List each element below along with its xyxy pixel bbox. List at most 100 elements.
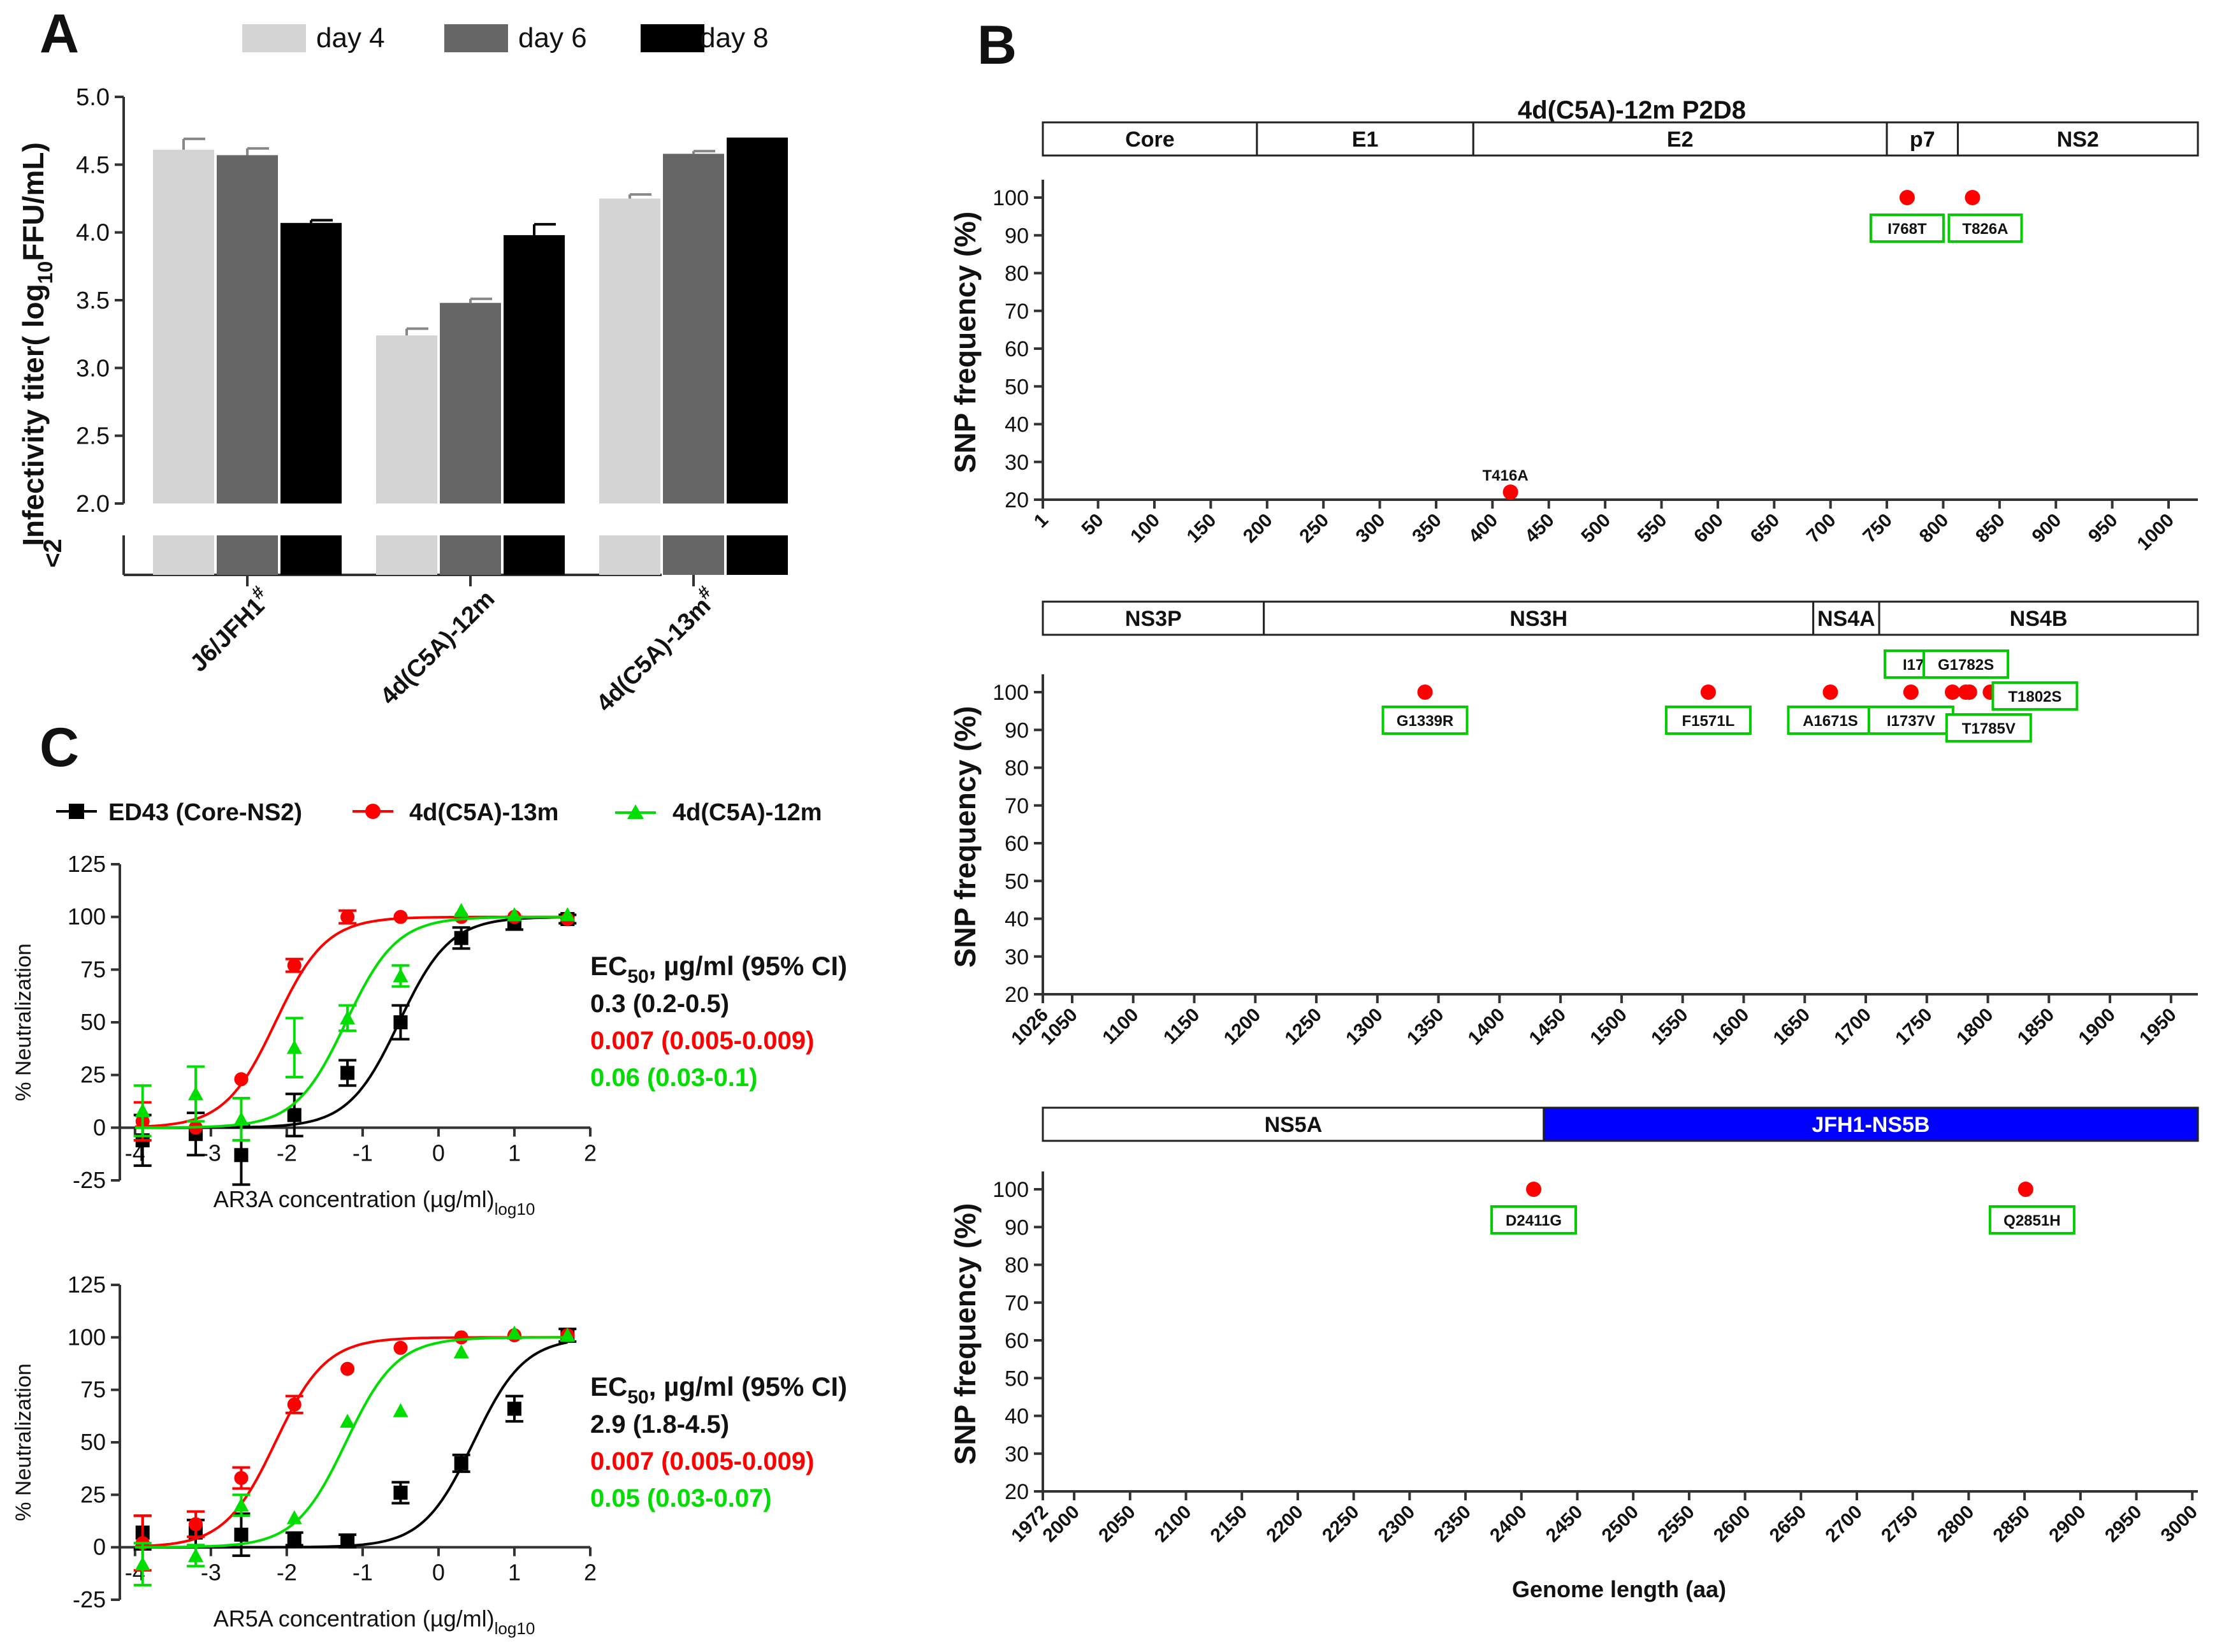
b-xtick-label: 2650 <box>1766 1502 1811 1547</box>
gene-label: NS5A <box>1265 1113 1323 1137</box>
b-xtick-label: 2150 <box>1207 1502 1252 1547</box>
a-ylabel: Infectivity titer( log10FFU/mL) <box>17 142 57 546</box>
snp-point <box>1899 190 1915 205</box>
b-ytick-label: 100 <box>992 1178 1029 1202</box>
a-ytick-label: 4.5 <box>76 152 110 178</box>
snp-label: T1785V <box>1962 720 2016 737</box>
snp-label: G1339R <box>1397 713 1453 730</box>
b-xtick-label: 2250 <box>1318 1502 1363 1547</box>
snp-label-box <box>1490 1205 1578 1235</box>
bar-2-1 <box>217 155 278 504</box>
data-point <box>506 1325 522 1340</box>
b-xtick-label: 200 <box>1239 510 1277 547</box>
data-point <box>454 1456 469 1470</box>
snp-label: F1571L <box>1682 713 1735 730</box>
data-point <box>233 1497 249 1512</box>
gene-segment <box>1256 121 1474 157</box>
c-xtick-label: -3 <box>201 1560 221 1586</box>
panel-label-c: C <box>40 717 79 778</box>
gene-label: E2 <box>1667 127 1694 152</box>
fit-curve-3 <box>134 1336 568 1549</box>
b-xtick-label: 950 <box>2084 510 2122 547</box>
bar-3-2 <box>504 235 565 504</box>
data-point <box>560 907 576 922</box>
b-ytick-label: 20 <box>1005 983 1029 1007</box>
b-ytick-label: 70 <box>1005 794 1029 818</box>
data-point <box>507 1402 521 1416</box>
bar-lower-2-2 <box>440 535 501 575</box>
c-ytick-label: 50 <box>80 1009 106 1035</box>
ec50-unit: , µg/ml (95% CI) <box>649 951 847 981</box>
snp-label-box <box>1988 1205 2075 1235</box>
snp-label: T416A <box>1483 467 1529 484</box>
snp-point <box>1944 685 1960 700</box>
b-xtick-label: 2300 <box>1374 1502 1420 1547</box>
b-ytick-label: 70 <box>1005 1291 1029 1315</box>
data-point <box>393 1015 408 1029</box>
data-point <box>286 1510 302 1525</box>
b-ytick-label: 50 <box>1005 869 1029 894</box>
b-xtick-label: 2950 <box>2101 1502 2146 1547</box>
b-xtick-label: 3000 <box>2157 1502 2202 1547</box>
b-ytick-label: 70 <box>1005 300 1029 324</box>
snp-label-box <box>1923 649 2010 679</box>
b-xtick-label: 1850 <box>2014 1004 2059 1050</box>
snp-label-box <box>1991 681 2079 711</box>
snp-point <box>1417 685 1433 700</box>
b-ytick-label: 50 <box>1005 1366 1029 1391</box>
b-ytick-label: 30 <box>1005 451 1029 475</box>
b-xtick-label: 1150 <box>1159 1004 1203 1048</box>
b-xtick-label: 800 <box>1915 510 1953 547</box>
c-xtick-label: 2 <box>584 1140 597 1166</box>
b-row-1: Core E1 E2 p7 NS2 20 30 40 50 60 70 80 90 100 SNP freq… <box>949 121 2199 554</box>
gene-label: NS4B <box>2010 607 2068 631</box>
b-ytick-label: 90 <box>1005 718 1029 743</box>
b-xtick-label: 2800 <box>1933 1502 1979 1547</box>
gene-label: NS3H <box>1509 607 1567 631</box>
panel-b-snp-chart: 4d(C5A)-12m P2D8 Core E1 E2 p7 NS2 20 30 40 50 60… <box>949 96 2202 1602</box>
b-xtick-label: 550 <box>1634 510 1671 547</box>
snp-point <box>1502 484 1518 500</box>
legend-label-day4: day 4 <box>316 22 385 54</box>
snp-point <box>1961 685 1977 700</box>
snp-point <box>1822 685 1838 700</box>
data-point <box>134 1556 150 1571</box>
data-point <box>287 1108 302 1122</box>
gene-segment <box>1042 1106 1545 1142</box>
b-xtick-label: 350 <box>1408 510 1446 547</box>
b-ytick-label: 60 <box>1005 832 1029 856</box>
b-xtick-label: 250 <box>1295 510 1333 547</box>
b-ytick-label: 90 <box>1005 1215 1029 1240</box>
c-ytick-label: 125 <box>68 851 106 877</box>
b-xtick-label: 2350 <box>1430 1502 1475 1547</box>
c-xtick-label: -2 <box>277 1140 297 1166</box>
ec50-unit: , µg/ml (95% CI) <box>649 1372 847 1402</box>
snp-point <box>1700 685 1716 700</box>
b-row-3: NS5A JFH1-NS5B 20 30 40 50 60 70 80 90 100 SNP freq… <box>949 1106 2202 1547</box>
c-ytick-label: 100 <box>68 1324 106 1350</box>
legend-label-12m: 4d(C5A)-12m <box>672 799 822 826</box>
c-xtick-label: 0 <box>432 1560 445 1586</box>
c-xlabel-sub: log10 <box>495 1199 535 1219</box>
data-point <box>287 1532 302 1546</box>
c-ytick-label: 25 <box>80 1062 106 1088</box>
gene-segment <box>1543 1106 2199 1142</box>
a-ytick-label: 2.5 <box>76 423 110 450</box>
c-ytick-label: 25 <box>80 1481 106 1507</box>
snp-label: I768T <box>1887 221 1927 238</box>
data-point <box>393 909 408 924</box>
b-xtick-label: 1700 <box>1830 1004 1875 1050</box>
legend-label-day6: day 6 <box>518 22 587 54</box>
bar-lower-3-2 <box>504 535 565 575</box>
data-point <box>234 1470 249 1485</box>
ec50-heading: EC50, µg/ml (95% CI) <box>590 951 847 987</box>
b-ytick-label: 60 <box>1005 337 1029 361</box>
data-point <box>393 1340 408 1355</box>
c-ytick-label: 125 <box>68 1272 106 1298</box>
ec50-sub: 50 <box>627 1387 648 1408</box>
data-point <box>453 1344 469 1359</box>
b-xtick-label: 850 <box>1972 510 2009 547</box>
data-point <box>454 931 469 945</box>
panel-c-neutralization: ED43 (Core-NS2) 4d(C5A)-13m 4d(C5A)-12m … <box>11 799 847 1638</box>
data-point <box>453 902 469 917</box>
